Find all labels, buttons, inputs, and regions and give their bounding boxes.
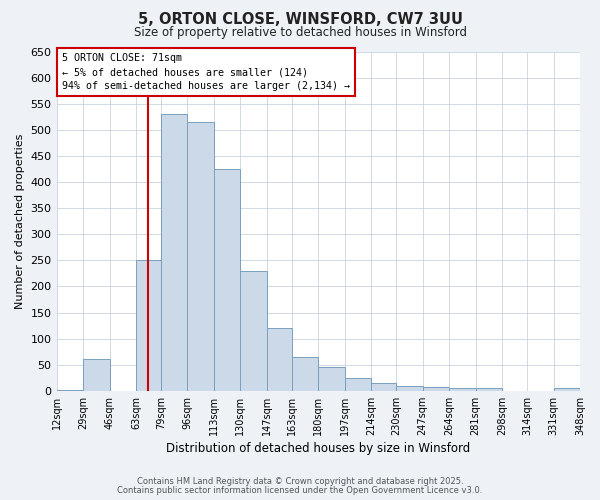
Bar	[267, 328, 292, 391]
Bar	[136, 260, 161, 391]
Text: Contains HM Land Registry data © Crown copyright and database right 2025.: Contains HM Land Registry data © Crown c…	[137, 477, 463, 486]
Bar	[554, 388, 580, 391]
Bar	[476, 388, 502, 391]
Text: Contains public sector information licensed under the Open Government Licence v3: Contains public sector information licen…	[118, 486, 482, 495]
Bar	[345, 378, 371, 391]
Y-axis label: Number of detached properties: Number of detached properties	[15, 134, 25, 309]
Bar	[241, 271, 267, 391]
Bar	[396, 386, 422, 391]
Bar	[56, 390, 83, 391]
Bar	[371, 383, 396, 391]
X-axis label: Distribution of detached houses by size in Winsford: Distribution of detached houses by size …	[166, 442, 470, 455]
Bar	[214, 169, 241, 391]
Bar	[83, 360, 110, 391]
Bar	[422, 386, 449, 391]
Bar	[292, 357, 318, 391]
Text: 5 ORTON CLOSE: 71sqm
← 5% of detached houses are smaller (124)
94% of semi-detac: 5 ORTON CLOSE: 71sqm ← 5% of detached ho…	[62, 53, 350, 91]
Bar	[449, 388, 476, 391]
Text: 5, ORTON CLOSE, WINSFORD, CW7 3UU: 5, ORTON CLOSE, WINSFORD, CW7 3UU	[137, 12, 463, 28]
Bar	[318, 368, 345, 391]
Bar	[187, 122, 214, 391]
Text: Size of property relative to detached houses in Winsford: Size of property relative to detached ho…	[133, 26, 467, 39]
Bar	[161, 114, 187, 391]
